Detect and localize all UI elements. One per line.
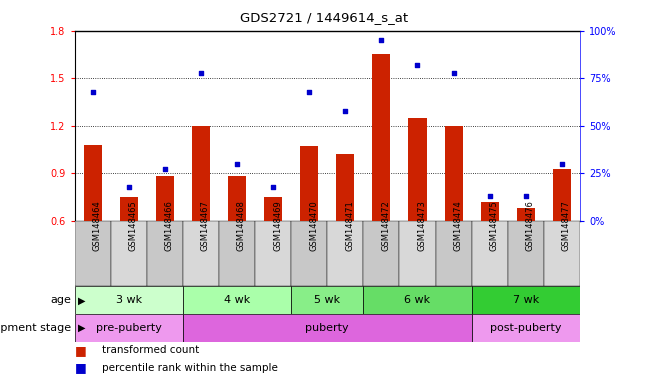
Point xyxy=(304,88,314,94)
Text: percentile rank within the sample: percentile rank within the sample xyxy=(102,362,278,373)
Bar xyxy=(445,126,463,221)
Point xyxy=(87,88,98,94)
Bar xyxy=(228,176,246,221)
Text: puberty: puberty xyxy=(305,323,349,333)
Text: GDS2721 / 1449614_s_at: GDS2721 / 1449614_s_at xyxy=(240,12,408,25)
Point xyxy=(268,184,278,190)
Bar xyxy=(399,221,435,286)
Text: pre-puberty: pre-puberty xyxy=(96,323,161,333)
Text: 5 wk: 5 wk xyxy=(314,295,340,305)
Bar xyxy=(472,314,580,342)
Bar xyxy=(517,208,535,221)
Bar xyxy=(156,176,174,221)
Bar xyxy=(364,286,472,314)
Bar xyxy=(508,221,544,286)
Point xyxy=(412,62,422,68)
Bar xyxy=(183,314,472,342)
Bar xyxy=(146,221,183,286)
Point xyxy=(520,193,531,199)
Text: GSM148468: GSM148468 xyxy=(237,200,246,252)
Bar xyxy=(75,286,183,314)
Point xyxy=(124,184,134,190)
Bar xyxy=(472,221,508,286)
Text: GSM148470: GSM148470 xyxy=(309,201,318,252)
Bar xyxy=(255,221,291,286)
Text: 7 wk: 7 wk xyxy=(513,295,539,305)
Bar xyxy=(192,126,210,221)
Bar xyxy=(75,314,183,342)
Text: GSM148465: GSM148465 xyxy=(129,201,137,252)
Point xyxy=(232,161,242,167)
Bar xyxy=(364,221,399,286)
Text: ▶: ▶ xyxy=(78,323,86,333)
Bar xyxy=(373,55,390,221)
Point xyxy=(448,70,459,76)
Bar xyxy=(75,221,111,286)
Point xyxy=(376,37,387,43)
Text: 3 wk: 3 wk xyxy=(115,295,142,305)
Bar xyxy=(84,145,102,221)
Text: GSM148466: GSM148466 xyxy=(165,200,174,252)
Bar xyxy=(472,286,580,314)
Text: age: age xyxy=(51,295,71,305)
Bar xyxy=(408,118,426,221)
Point xyxy=(557,161,567,167)
Bar xyxy=(336,154,354,221)
Bar xyxy=(300,146,318,221)
Bar xyxy=(183,221,219,286)
Text: GSM148474: GSM148474 xyxy=(454,201,463,252)
Bar xyxy=(481,202,499,221)
Text: 4 wk: 4 wk xyxy=(224,295,250,305)
Text: ■: ■ xyxy=(75,344,86,357)
Bar xyxy=(553,169,571,221)
Text: GSM148475: GSM148475 xyxy=(490,201,499,252)
Bar xyxy=(183,286,291,314)
Text: GSM148464: GSM148464 xyxy=(93,201,102,252)
Text: GSM148467: GSM148467 xyxy=(201,200,210,252)
Bar xyxy=(219,221,255,286)
Point xyxy=(485,193,495,199)
Bar xyxy=(327,221,364,286)
Bar xyxy=(111,221,146,286)
Text: development stage: development stage xyxy=(0,323,71,333)
Point xyxy=(340,108,351,114)
Text: 6 wk: 6 wk xyxy=(404,295,430,305)
Text: post-puberty: post-puberty xyxy=(490,323,562,333)
Text: GSM148471: GSM148471 xyxy=(345,201,354,252)
Bar xyxy=(435,221,472,286)
Text: GSM148469: GSM148469 xyxy=(273,201,282,252)
Bar xyxy=(544,221,580,286)
Text: GSM148473: GSM148473 xyxy=(417,200,426,252)
Bar xyxy=(291,221,327,286)
Text: GSM148472: GSM148472 xyxy=(382,201,390,252)
Text: transformed count: transformed count xyxy=(102,345,200,356)
Bar xyxy=(120,197,138,221)
Text: ▶: ▶ xyxy=(78,295,86,305)
Point xyxy=(196,70,206,76)
Bar xyxy=(264,197,282,221)
Bar xyxy=(291,286,364,314)
Text: GSM148477: GSM148477 xyxy=(562,200,571,252)
Point xyxy=(159,166,170,172)
Text: GSM148476: GSM148476 xyxy=(526,200,535,252)
Text: ■: ■ xyxy=(75,361,86,374)
